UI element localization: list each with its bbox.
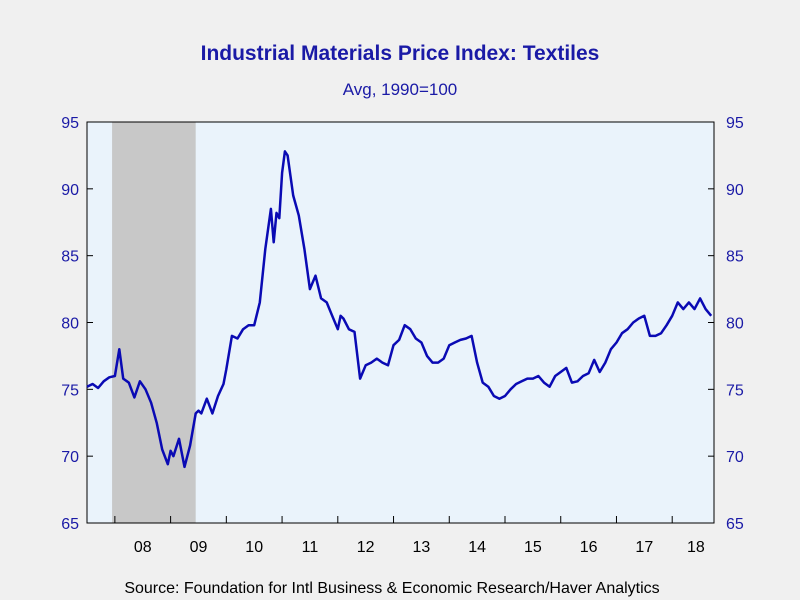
y-tick-label-left: 85 [61, 249, 79, 266]
chart-title: Industrial Materials Price Index: Textil… [201, 42, 600, 65]
y-tick-label-right: 95 [726, 115, 744, 132]
chart-subtitle: Avg, 1990=100 [343, 80, 458, 99]
x-tick-label: 12 [357, 539, 375, 556]
y-tick-label-left: 90 [61, 182, 79, 199]
x-tick-label: 09 [190, 539, 208, 556]
y-tick-label-right: 85 [726, 249, 744, 266]
y-tick-label-right: 65 [726, 516, 744, 533]
y-tick-label-left: 65 [61, 516, 79, 533]
x-tick-label: 14 [468, 539, 486, 556]
y-tick-label-right: 75 [726, 382, 744, 399]
series-line-textiles [86, 150, 713, 469]
y-axis-right: 65 70 75 80 85 90 95 [708, 115, 744, 533]
y-tick-label-left: 70 [61, 449, 79, 466]
y-tick-label-left: 80 [61, 316, 79, 333]
y-tick-label-left: 95 [61, 115, 79, 132]
x-tick-label: 16 [580, 539, 598, 556]
y-tick-label-right: 70 [726, 449, 744, 466]
x-tick-label: 08 [134, 539, 152, 556]
y-tick-label-right: 90 [726, 182, 744, 199]
x-tick-label: 17 [635, 539, 653, 556]
x-axis: 08 09 10 11 12 13 14 15 16 17 18 [114, 516, 705, 556]
x-tick-label: 13 [413, 539, 431, 556]
y-tick-label-right: 80 [726, 316, 744, 333]
x-tick-label: 11 [302, 539, 319, 556]
x-tick-label: 18 [687, 539, 705, 556]
y-tick-label-left: 75 [61, 382, 79, 399]
source-note: Source: Foundation for Intl Business & E… [124, 580, 659, 597]
x-tick-label: 15 [524, 539, 542, 556]
y-axis-left: 65 70 75 80 85 90 95 [61, 115, 93, 533]
x-tick-label: 10 [245, 539, 263, 556]
